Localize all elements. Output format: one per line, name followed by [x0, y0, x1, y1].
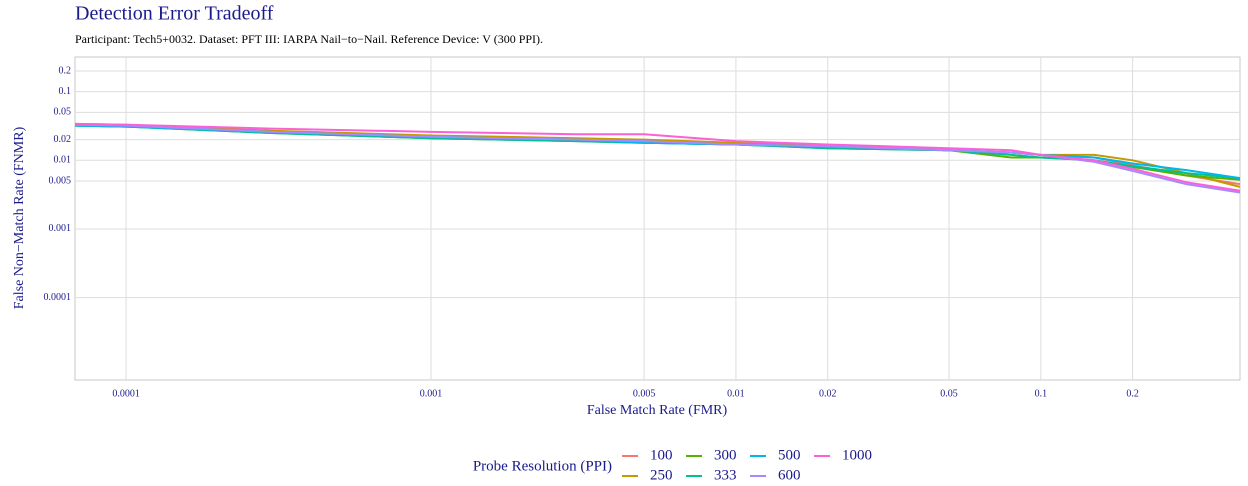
y-tick-label: 0.01: [54, 155, 72, 166]
plot-panel: [74, 56, 1241, 381]
y-tick-label: 0.2: [59, 65, 72, 76]
x-tick-label: 0.1: [1035, 388, 1048, 399]
y-axis-label: False Non−Match Rate (FNMR): [12, 126, 27, 309]
x-tick-label: 0.0001: [112, 388, 140, 399]
x-tick-label: 0.2: [1126, 388, 1139, 399]
y-tick-label: 0.02: [54, 134, 72, 145]
y-tick-label: 0.005: [49, 175, 72, 186]
y-tick-label: 0.05: [54, 107, 72, 118]
series-line: [74, 123, 1241, 194]
chart-title: Detection Error Tradeoff: [75, 3, 274, 25]
legend-label: 600: [778, 467, 801, 483]
legend-label: 300: [714, 447, 737, 463]
x-tick-label: 0.01: [727, 388, 745, 399]
y-tick-label: 0.001: [49, 223, 72, 234]
y-tick-label: 0.1: [59, 86, 72, 97]
series-line: [74, 122, 1241, 192]
x-tick-label: 0.02: [819, 388, 837, 399]
x-tick-label: 0.05: [940, 388, 958, 399]
x-tick-label: 0.001: [420, 388, 443, 399]
chart-subtitle: Participant: Tech5+0032. Dataset: PFT II…: [75, 32, 543, 46]
legend-label: 500: [778, 447, 801, 463]
y-tick-label: 0.0001: [44, 292, 72, 303]
legend-label: 333: [714, 467, 737, 483]
legend-label: 100: [650, 447, 673, 463]
legend-label: 1000: [842, 447, 872, 463]
legend-label: 250: [650, 467, 673, 483]
x-axis-label: False Match Rate (FMR): [587, 403, 728, 418]
x-tick-label: 0.005: [633, 388, 656, 399]
series-line: [74, 124, 1241, 180]
legend-title: Probe Resolution (PPI): [473, 458, 612, 474]
